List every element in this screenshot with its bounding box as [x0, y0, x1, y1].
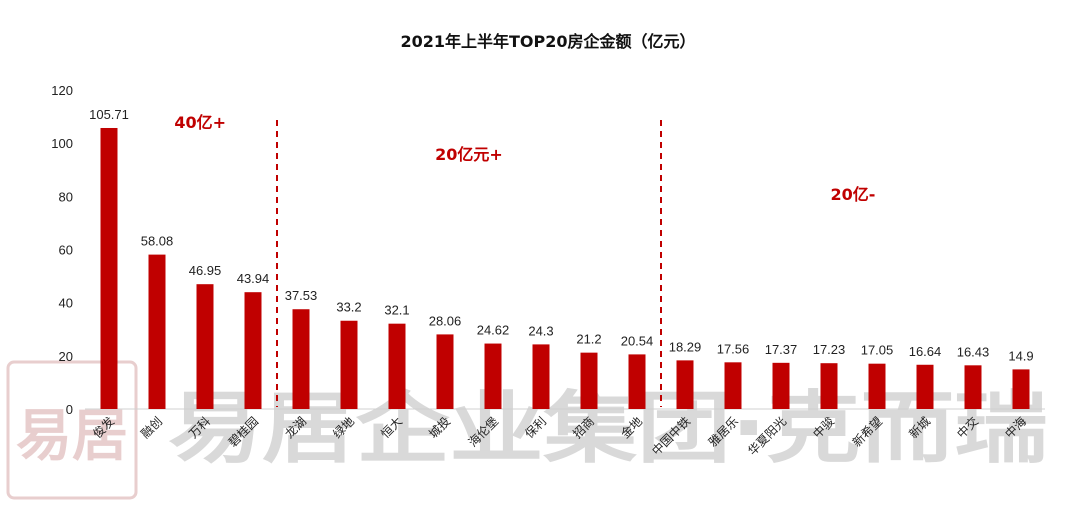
data-label: 20.54: [621, 333, 654, 348]
y-tick-label: 40: [59, 296, 73, 311]
watermark-stamp-text: 易居: [16, 404, 128, 469]
bar: [772, 362, 790, 409]
data-label: 37.53: [285, 288, 318, 303]
data-label: 16.43: [957, 344, 990, 359]
data-label: 58.08: [141, 234, 174, 249]
y-tick-label: 20: [59, 349, 73, 364]
group-annotation: 40亿+: [174, 113, 226, 132]
data-label: 17.56: [717, 341, 750, 356]
bar: [580, 352, 598, 409]
data-label: 43.94: [237, 271, 270, 286]
data-label: 24.3: [528, 323, 553, 338]
data-label: 14.9: [1008, 348, 1033, 363]
y-tick-label: 100: [51, 136, 73, 151]
y-tick-label: 120: [51, 83, 73, 98]
bar: [244, 292, 262, 409]
group-annotation: 20亿元+: [435, 145, 503, 164]
bar: [100, 127, 118, 410]
y-tick-label: 0: [66, 402, 73, 417]
watermark: 易居 易居企业集团·克而瑞: [6, 360, 1048, 500]
bar: [292, 309, 310, 409]
bar: [436, 334, 454, 409]
bar: [148, 254, 166, 409]
watermark-stamp: 易居: [6, 360, 138, 500]
bar: [964, 365, 982, 409]
bar: [724, 362, 742, 409]
data-label: 18.29: [669, 339, 702, 354]
data-label: 28.06: [429, 313, 462, 328]
data-label: 17.23: [813, 342, 846, 357]
bar: [340, 320, 358, 409]
group-annotations: 40亿+ 20亿元+ 20亿-: [174, 113, 875, 204]
data-label: 33.2: [336, 300, 361, 315]
data-label: 17.37: [765, 342, 798, 357]
data-label: 32.1: [384, 303, 409, 318]
data-label: 24.62: [477, 323, 510, 338]
data-label: 16.64: [909, 344, 942, 359]
bar: [916, 364, 934, 409]
data-label: 21.2: [576, 332, 601, 347]
bar: [484, 343, 502, 409]
x-tick-label: 融创: [138, 414, 165, 441]
bar: [1012, 369, 1030, 409]
y-tick-label: 60: [59, 243, 73, 258]
bar: [820, 363, 838, 409]
watermark-text: 易居企业集团·克而瑞: [168, 384, 1048, 474]
bars: [100, 127, 1030, 410]
y-tick-label: 80: [59, 189, 73, 204]
bar: [868, 363, 886, 409]
bar: [196, 284, 214, 409]
bar: [388, 323, 406, 409]
data-label: 46.95: [189, 263, 222, 278]
chart-title: 2021年上半年TOP20房企金额（亿元）: [400, 32, 695, 51]
group-annotation: 20亿-: [831, 185, 876, 204]
bar: [532, 344, 550, 409]
group-dividers: [276, 120, 662, 407]
bar: [628, 354, 646, 409]
data-labels: 105.71 58.08 46.95 43.94 37.53 33.2 32.1 28.06 2…: [89, 107, 1034, 363]
y-axis: 0 20 40 60 80 100 120: [51, 83, 73, 417]
data-label: 105.71: [89, 107, 129, 122]
bar: [676, 360, 694, 409]
data-label: 17.05: [861, 343, 894, 358]
